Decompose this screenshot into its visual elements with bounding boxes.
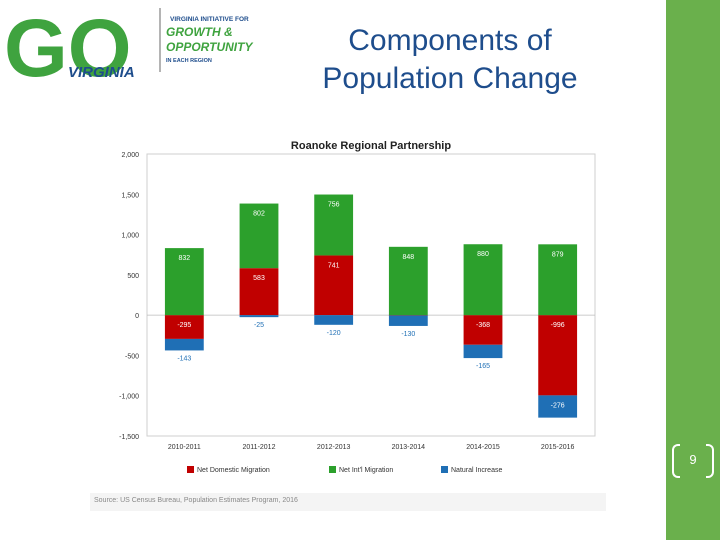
bar-segment bbox=[538, 315, 578, 396]
y-tick-label: -1,000 bbox=[119, 394, 139, 401]
plot-area bbox=[146, 153, 596, 437]
legend-label: Net Domestic Migration bbox=[197, 467, 270, 474]
bar-segment bbox=[388, 246, 428, 316]
bar-segment bbox=[164, 338, 204, 351]
y-tick-label: -500 bbox=[125, 353, 139, 360]
y-tick-label: -1,500 bbox=[119, 434, 139, 441]
go-virginia-logo: GO VIRGINIA VIRGINIA INITIATIVE FOR GROW… bbox=[4, 3, 253, 90]
bar-segment bbox=[538, 244, 578, 316]
x-tick-label: 2015-2016 bbox=[541, 444, 575, 451]
bar-segment bbox=[239, 268, 279, 316]
bar-segment bbox=[388, 315, 428, 326]
x-tick-label: 2011-2012 bbox=[243, 444, 276, 451]
data-label: -143 bbox=[177, 355, 191, 362]
slide-title: Components of Population Change bbox=[300, 22, 600, 98]
legend-label: Natural Increase bbox=[451, 467, 502, 474]
data-label: -120 bbox=[327, 330, 341, 337]
bar-segment bbox=[239, 315, 279, 318]
data-label: -25 bbox=[254, 322, 264, 329]
data-label: 583 bbox=[253, 275, 265, 282]
y-tick-label: 1,500 bbox=[121, 192, 139, 199]
legend-swatch bbox=[441, 466, 448, 473]
y-tick-label: 1,000 bbox=[121, 233, 139, 240]
data-label: 802 bbox=[253, 211, 265, 218]
data-label: 879 bbox=[552, 251, 564, 258]
x-tick-label: 2010-2011 bbox=[168, 444, 201, 451]
bar-segment bbox=[538, 395, 578, 418]
bar-segment bbox=[314, 194, 354, 256]
bar-segment bbox=[463, 315, 503, 345]
data-label: -996 bbox=[551, 322, 565, 329]
logo-tag-2: GROWTH & bbox=[166, 25, 233, 39]
bar-segment bbox=[164, 315, 204, 339]
data-label: -295 bbox=[177, 322, 191, 329]
x-tick-label: 2012-2013 bbox=[317, 444, 351, 451]
left-bracket-icon bbox=[672, 444, 680, 478]
bar-segment bbox=[314, 255, 354, 316]
logo-tag-4: IN EACH REGION bbox=[166, 58, 212, 64]
x-tick-label: 2014-2015 bbox=[466, 444, 500, 451]
data-label: 832 bbox=[178, 255, 190, 262]
y-tick-label: 0 bbox=[135, 313, 139, 320]
y-tick-label: 500 bbox=[127, 273, 139, 280]
data-label: 741 bbox=[328, 262, 340, 269]
population-change-chart: Roanoke Regional Partnership 2,000 1,500 1,… bbox=[119, 140, 596, 474]
logo-state: VIRGINIA bbox=[68, 64, 135, 81]
data-label: -165 bbox=[476, 363, 490, 370]
data-label: -130 bbox=[401, 331, 415, 338]
y-tick-label: 2,000 bbox=[121, 152, 139, 159]
bar-segment bbox=[463, 244, 503, 316]
bar-segment bbox=[314, 315, 354, 325]
slide-title-line-1: Components of bbox=[348, 24, 552, 57]
right-sidebar bbox=[666, 0, 720, 540]
bar-segment bbox=[239, 203, 279, 269]
bar-segment bbox=[388, 315, 428, 316]
legend-swatch bbox=[187, 466, 194, 473]
data-label: 848 bbox=[402, 254, 414, 261]
chart-title: Roanoke Regional Partnership bbox=[291, 140, 451, 152]
data-label: 880 bbox=[477, 251, 489, 258]
slide-title-line-2: Population Change bbox=[322, 62, 578, 95]
source-note: Source: US Census Bureau, Population Est… bbox=[94, 497, 298, 504]
bar-segment bbox=[164, 248, 204, 316]
data-label: -276 bbox=[551, 402, 565, 409]
bar-segment bbox=[463, 344, 503, 359]
x-tick-label: 2013-2014 bbox=[392, 444, 426, 451]
logo-letters: GO bbox=[4, 3, 132, 90]
logo-tag-1: VIRGINIA INITIATIVE FOR bbox=[170, 16, 249, 23]
source-note-box: Source: US Census Bureau, Population Est… bbox=[90, 493, 606, 511]
legend-swatch bbox=[329, 466, 336, 473]
page-number: 9 bbox=[689, 452, 697, 467]
legend-label: Net Int'l Migration bbox=[339, 467, 393, 474]
logo-tag-3: OPPORTUNITY bbox=[166, 40, 253, 54]
data-label: 756 bbox=[328, 202, 340, 209]
right-bracket-icon bbox=[706, 444, 714, 478]
data-label: -368 bbox=[476, 322, 490, 329]
